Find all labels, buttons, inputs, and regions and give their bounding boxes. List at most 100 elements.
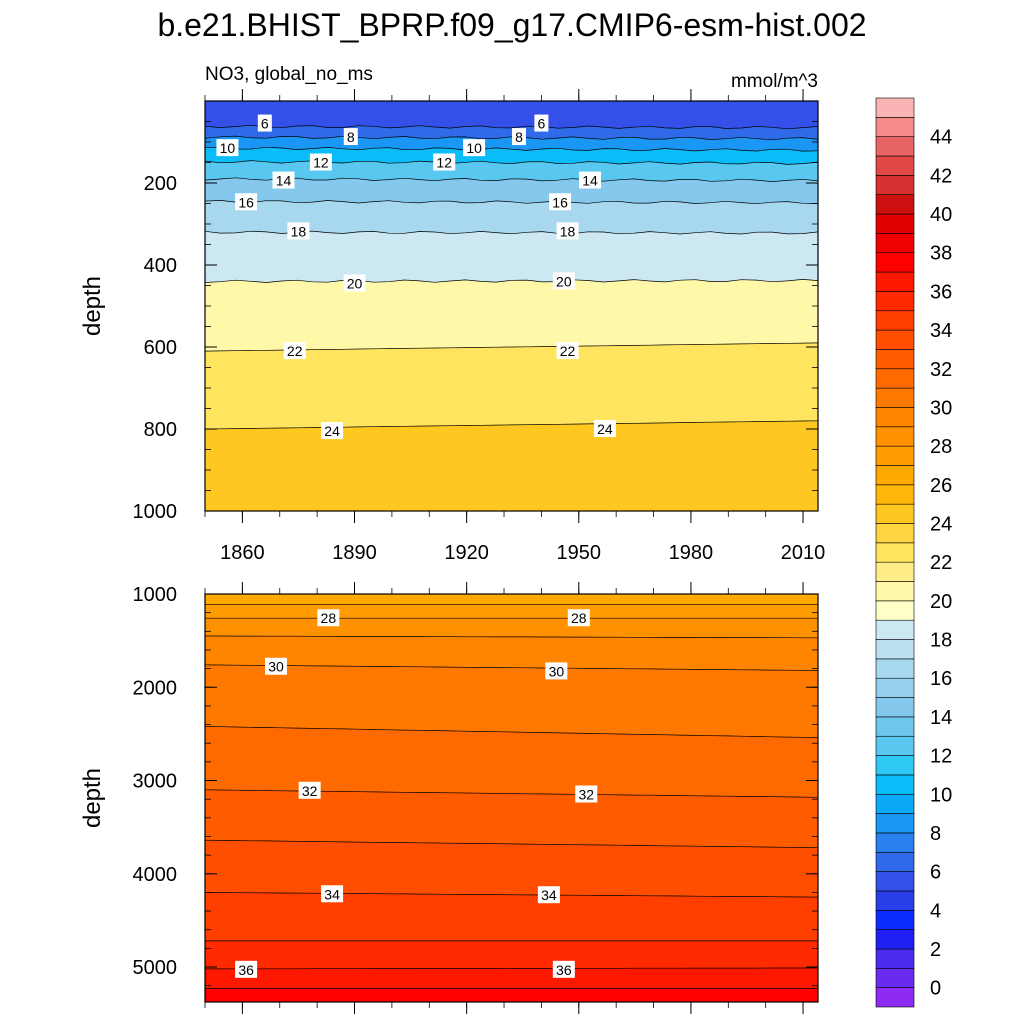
colorbar-box-8: [875, 832, 915, 853]
colorbar-label-9: 18: [930, 630, 952, 652]
upper-contour-line-5: [204, 200, 819, 205]
lower-contour-label-bg-7: [537, 886, 560, 904]
colorbar-box-36: [875, 291, 915, 312]
colorbar-box-44: [875, 136, 915, 157]
upper-contour-label-bg-19: [593, 420, 616, 437]
colorbar-label-8: 16: [930, 668, 952, 690]
lower-contour-line-6: [204, 839, 819, 849]
colorbar-label-5: 10: [930, 784, 952, 806]
lower-contour-label-2: 30: [268, 659, 284, 675]
colorbar-box-14: [875, 716, 915, 737]
lower-ytick-label-0: 1000: [133, 584, 178, 606]
lower-x-axis: [204, 582, 804, 1014]
lower-contour-label-bg-1: [567, 609, 590, 627]
lower-panel-fill: [204, 593, 819, 1003]
lower-contour-label-bg-8: [235, 960, 258, 978]
colorbar-box-33: [875, 349, 915, 370]
lower-contour-line-4: [204, 726, 819, 738]
colorbar-box-32: [875, 368, 915, 389]
colorbar-box-9: [875, 813, 915, 834]
lower-contour-line-3: [204, 664, 819, 671]
upper-ytick-label-1: 400: [144, 255, 177, 277]
colorbar-box-6: [875, 871, 915, 892]
lower-band-3: [204, 635, 819, 671]
upper-contour-label-bg-4: [216, 139, 239, 157]
upper-contour-label-bg-3: [511, 128, 526, 146]
colorbar-box-4: [875, 909, 915, 930]
colorbar-box-2: [875, 948, 915, 969]
variable-label: NO3, global_no_ms: [205, 64, 373, 85]
lower-contour-label-bg-3: [545, 662, 568, 680]
upper-band-8: [204, 279, 819, 352]
colorbar-box-19: [875, 619, 915, 640]
colorbar-box-46: [875, 97, 915, 118]
lower-contour-label-bg-9: [552, 960, 575, 978]
upper-contour-line-3: [204, 160, 819, 165]
upper-contour-label-4: 10: [220, 140, 236, 156]
lower-contour-label-0: 28: [321, 610, 337, 626]
upper-contour-label-bg-1: [534, 114, 549, 132]
upper-contour-label-18: 24: [324, 423, 340, 439]
colorbar-box-34: [875, 329, 915, 350]
upper-contour-label-15: 20: [556, 273, 572, 289]
colorbar-box-1: [875, 968, 915, 988]
colorbar-box-38: [875, 252, 915, 273]
upper-ytick-label-0: 200: [144, 173, 177, 195]
upper-contour-label-1: 6: [538, 116, 546, 132]
colorbar-box-43: [875, 155, 915, 176]
upper-contour-label-bg-9: [578, 171, 601, 189]
colorbar-box-30: [875, 407, 915, 428]
colorbar-label-1: 2: [930, 939, 941, 961]
upper-xtick-label-5: 2010: [781, 542, 826, 564]
lower-contour-label-6: 34: [324, 886, 340, 902]
colorbar-box-11: [875, 774, 915, 795]
colorbar-label-17: 34: [930, 320, 952, 342]
lower-band-6: [204, 789, 819, 848]
upper-contour-label-bg-2: [343, 128, 358, 146]
lower-band-9: [204, 940, 819, 970]
colorbar-label-0: 0: [930, 978, 941, 1000]
colorbar-label-19: 38: [930, 243, 952, 265]
upper-ytick-label-2: 600: [144, 337, 177, 359]
upper-contour-label-0: 6: [261, 116, 269, 132]
lower-contour-label-5: 32: [578, 787, 594, 803]
colorbar-box-3: [875, 929, 915, 950]
colorbar-box-21: [875, 581, 915, 602]
colorbar-box-0: [875, 987, 915, 1008]
colorbar-label-10: 20: [930, 591, 952, 613]
upper-band-10: [204, 420, 819, 512]
colorbar-label-4: 8: [930, 823, 941, 845]
colorbar-box-15: [875, 697, 915, 718]
lower-contour-label-bg-4: [298, 781, 321, 799]
upper-y-axis-label: depth: [79, 276, 106, 336]
colorbar-label-3: 6: [930, 862, 941, 884]
upper-contour-label-bg-13: [556, 222, 579, 240]
colorbar-box-20: [875, 600, 915, 621]
lower-contour-label-bg-6: [321, 885, 344, 903]
lower-band-0: [204, 593, 819, 605]
colorbar-label-7: 14: [930, 707, 952, 729]
lower-contour-label-3: 30: [549, 663, 565, 679]
upper-contour-label-bg-5: [463, 139, 486, 157]
lower-band-1: [204, 604, 819, 619]
upper-contour-label-bg-12: [287, 222, 310, 240]
upper-contour-label-8: 14: [276, 173, 292, 189]
lower-contour-label-bg-5: [575, 785, 598, 803]
lower-band-11: [204, 988, 819, 1003]
upper-contour-label-bg-11: [549, 193, 572, 211]
upper-contour-line-7: [204, 279, 819, 283]
lower-contour-label-9: 36: [556, 962, 572, 978]
upper-contour-label-11: 16: [552, 194, 568, 210]
lower-band-5: [204, 726, 819, 798]
lower-contour-label-bg-2: [265, 657, 288, 675]
lower-panel-contour-labels: 28 28 30 30 32 32 34 34 36 36: [235, 609, 598, 978]
lower-band-8: [204, 892, 819, 942]
lower-panel-contours: [204, 603, 819, 989]
figure-title: b.e21.BHIST_BPRP.f09_g17.CMIP6-esm-hist.…: [157, 7, 866, 43]
upper-contour-label-bg-10: [235, 193, 258, 211]
colorbar-box-10: [875, 793, 915, 814]
colorbar-box-39: [875, 233, 915, 254]
upper-xtick-label-2: 1920: [444, 542, 489, 564]
upper-contour-label-19: 24: [597, 421, 613, 437]
